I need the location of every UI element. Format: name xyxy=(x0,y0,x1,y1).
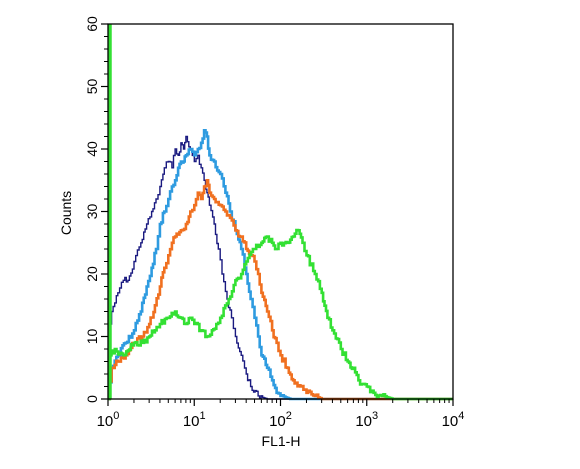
series-line xyxy=(108,129,453,401)
x-tick-label: 103 xyxy=(355,410,378,430)
y-tick-label: 40 xyxy=(84,141,100,157)
y-tick-label: 60 xyxy=(84,16,100,32)
series-line xyxy=(108,228,453,401)
y-tick-label: 20 xyxy=(84,266,100,282)
x-tick-label: 102 xyxy=(269,410,292,430)
y-tick-label: 50 xyxy=(84,79,100,95)
x-axis-label: FL1-H xyxy=(262,433,301,449)
x-tick-label: 101 xyxy=(183,410,206,430)
y-axis: 0 10 20 30 40 50 60 xyxy=(84,16,108,403)
x-tick-label: 100 xyxy=(97,410,120,430)
series-line xyxy=(108,179,453,401)
y-tick-label: 0 xyxy=(84,395,100,403)
plot-frame xyxy=(107,23,454,400)
y-tick-label: 30 xyxy=(84,204,100,220)
series-line xyxy=(108,135,453,400)
x-axis: 100 101 102 103 104 xyxy=(97,399,465,430)
y-tick-label: 10 xyxy=(84,329,100,345)
x-tick-label: 104 xyxy=(442,410,465,430)
y-axis-label: Counts xyxy=(58,191,74,235)
series-layer xyxy=(108,129,453,401)
